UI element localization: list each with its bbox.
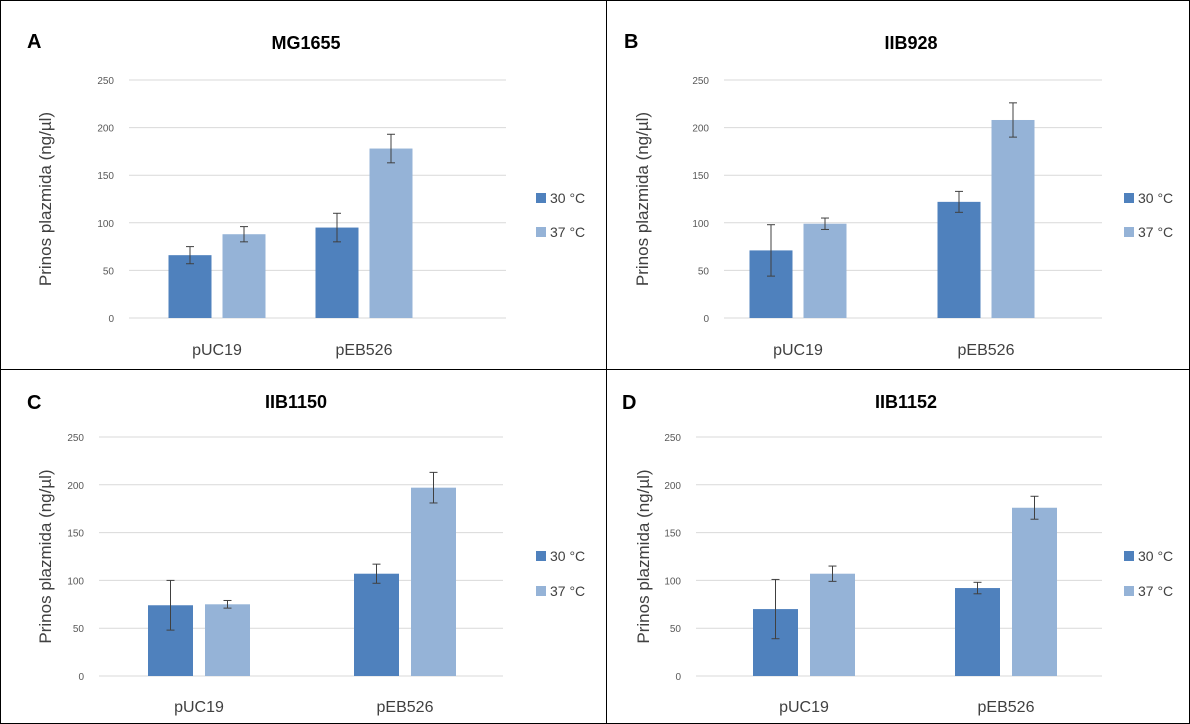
y-axis-label: Prinos plazmida (ng/µl) xyxy=(36,112,55,286)
bar-chart-d: 0 50 100 150 200 250 Prinos plazmida (ng/µl) pU… xyxy=(634,433,1173,716)
y-axis-label: Prinos plazmida (ng/µl) xyxy=(36,469,55,643)
bar xyxy=(810,573,855,676)
y-tick-label: 150 xyxy=(97,171,114,182)
y-tick-label: 50 xyxy=(670,624,682,635)
bar xyxy=(937,201,981,318)
legend-label: 30 °C xyxy=(550,190,585,206)
legend-swatch xyxy=(1124,586,1134,596)
legend-swatch xyxy=(536,551,546,561)
legend-label: 30 °C xyxy=(1138,190,1173,206)
legend-swatch xyxy=(1124,193,1134,203)
legend-swatch xyxy=(536,227,546,237)
y-tick-label: 200 xyxy=(664,481,681,492)
y-tick-label: 200 xyxy=(97,124,114,135)
y-tick-label: 100 xyxy=(692,219,709,230)
y-tick-label: 250 xyxy=(664,433,681,444)
bar xyxy=(411,487,456,676)
chart-panel-c: C IIB1150 0 50 100 150 200 250 Prinos plazmida… xyxy=(0,369,607,724)
x-category-label: pUC19 xyxy=(779,699,829,716)
y-tick-label: 0 xyxy=(703,314,709,325)
legend-label: 37 °C xyxy=(550,583,585,599)
chart-title-c: IIB1150 xyxy=(264,392,328,412)
bar-chart-a: 0 50 100 150 200 250 Prinos plazmida (ng/µl) pU… xyxy=(36,76,585,359)
y-tick-label: 250 xyxy=(97,76,114,87)
bar xyxy=(1012,507,1057,676)
x-category-label: pEB526 xyxy=(336,342,393,359)
x-category-label: pEB526 xyxy=(377,699,434,716)
y-tick-label: 100 xyxy=(97,219,114,230)
panel-letter-d: D xyxy=(622,392,637,414)
legend-label: 37 °C xyxy=(550,224,585,240)
legend-swatch xyxy=(536,193,546,203)
x-category-label: pUC19 xyxy=(174,699,224,716)
bar xyxy=(222,234,266,318)
y-tick-label: 150 xyxy=(664,529,681,540)
legend-swatch xyxy=(1124,227,1134,237)
legend-swatch xyxy=(1124,551,1134,561)
chart-title-a: MG1655 xyxy=(271,33,341,53)
y-tick-label: 200 xyxy=(692,124,709,135)
y-tick-label: 50 xyxy=(103,266,115,277)
bar xyxy=(955,588,1000,676)
y-tick-label: 100 xyxy=(67,576,84,587)
y-tick-label: 250 xyxy=(67,433,84,444)
x-category-label: pEB526 xyxy=(978,699,1035,716)
chart-panel-b: B IIB928 0 50 100 150 200 250 Prinos plazmida … xyxy=(606,0,1190,370)
y-tick-label: 50 xyxy=(698,266,710,277)
y-tick-label: 0 xyxy=(108,314,114,325)
x-category-label: pUC19 xyxy=(773,342,823,359)
legend-label: 37 °C xyxy=(1138,224,1173,240)
chart-title-d: IIB1152 xyxy=(874,392,938,412)
legend-swatch xyxy=(536,586,546,596)
y-tick-label: 150 xyxy=(67,529,84,540)
chart-title-b: IIB928 xyxy=(884,33,938,53)
bar xyxy=(991,119,1035,318)
y-axis-label: Prinos plazmida (ng/µl) xyxy=(633,112,652,286)
bar xyxy=(803,223,847,318)
y-tick-label: 250 xyxy=(692,76,709,87)
bar xyxy=(369,148,413,318)
y-tick-label: 200 xyxy=(67,481,84,492)
bar xyxy=(315,227,359,318)
bar-chart-c: 0 50 100 150 200 250 Prinos plazmida (ng/µl) pU… xyxy=(36,433,585,716)
chart-panel-a: A MG1655 0 50 100 150 200 250 Prinos plazmida … xyxy=(0,0,607,370)
bar xyxy=(168,255,212,318)
chart-panel-d: D IIB1152 0 50 100 150 200 250 Prinos plazmida… xyxy=(606,369,1190,724)
legend-label: 30 °C xyxy=(1138,548,1173,564)
panel-letter-a: A xyxy=(27,31,42,53)
y-tick-label: 0 xyxy=(78,672,84,683)
y-tick-label: 0 xyxy=(675,672,681,683)
bar xyxy=(205,604,250,676)
y-tick-label: 100 xyxy=(664,576,681,587)
y-tick-label: 150 xyxy=(692,171,709,182)
x-category-label: pEB526 xyxy=(958,342,1015,359)
y-axis-label: Prinos plazmida (ng/µl) xyxy=(634,469,653,643)
bar-chart-b: 0 50 100 150 200 250 Prinos plazmida (ng/µl) pU… xyxy=(633,76,1173,359)
y-tick-label: 50 xyxy=(73,624,85,635)
bar xyxy=(354,573,399,676)
legend-label: 37 °C xyxy=(1138,583,1173,599)
panel-letter-c: C xyxy=(27,392,42,414)
panel-letter-b: B xyxy=(624,31,639,53)
legend-label: 30 °C xyxy=(550,548,585,564)
x-category-label: pUC19 xyxy=(192,342,242,359)
